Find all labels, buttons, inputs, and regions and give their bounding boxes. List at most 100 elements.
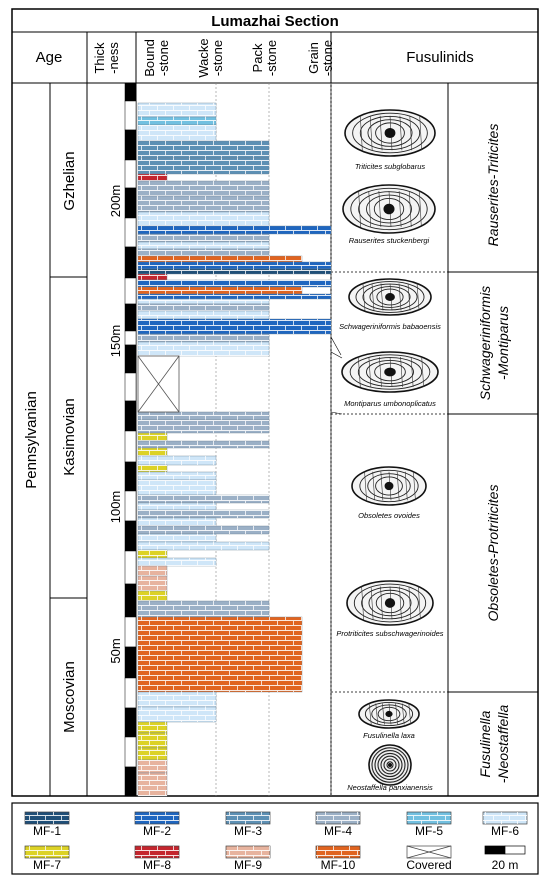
scale-block-22 — [124, 677, 137, 709]
scale-block-17 — [124, 520, 137, 552]
figure-title: Lumazhai Section — [211, 13, 339, 30]
header-boundstone-2: -stone — [156, 40, 171, 76]
fossil-triticites-subglobarus — [344, 109, 436, 157]
stage-label-gzhelian: Gzhelian — [61, 151, 78, 210]
legend-item-mf-1: MF-1 — [24, 811, 70, 838]
scale-block-10 — [124, 330, 137, 346]
legend-label: MF-2 — [143, 824, 171, 838]
bed-mf-4-11 — [137, 233, 270, 243]
scale-block-25 — [124, 766, 137, 797]
header-packstone-2: -stone — [264, 40, 279, 76]
species-label-protriticites-subschwagerinoides: Protriticites subschwagerinoides — [336, 629, 443, 638]
bed-mf-2-24 — [137, 318, 332, 335]
bed-mf-6-39 — [137, 517, 217, 527]
covered-interval — [137, 355, 180, 413]
legend-label: MF-6 — [491, 824, 519, 838]
fossil-connector-2 — [330, 351, 343, 359]
scale-block-15 — [124, 461, 137, 492]
legend-label: Covered — [406, 858, 451, 872]
scale-block-1 — [124, 82, 137, 102]
header-thickness-2: -ness — [106, 42, 121, 74]
species-label-obsoletes-ovoides: Obsoletes ovoides — [358, 511, 420, 520]
species-label-montiparus-umbonoplicatus: Montiparus umbonoplicatus — [344, 399, 436, 408]
fusulinid-illustrations — [341, 109, 439, 786]
zone-label-schwageriniformis: Schwageriniformis — [477, 286, 493, 400]
legend-item-mf-2: MF-2 — [134, 811, 180, 838]
species-label-fusulinella-laxa: Fusulinella laxa — [363, 731, 415, 740]
scale-block-5 — [124, 187, 137, 219]
bed-mf-2-15 — [137, 261, 332, 270]
zone-label-rauserites-triticites: Rauserites-Triticites — [485, 124, 501, 247]
scale-block-20 — [124, 616, 137, 648]
lithology-beds — [137, 102, 332, 797]
bed-mf-9-56 — [137, 772, 168, 797]
legend-frame — [11, 802, 539, 875]
scale-block-12 — [124, 372, 137, 402]
species-label-schwageriniformis-babaoensis: Schwageriniformis babaoensis — [339, 322, 441, 331]
scale-block-3 — [124, 129, 137, 161]
bed-mf-2-20 — [137, 293, 332, 300]
species-label-neostaffella-panxianensis: Neostaffella panxianensis — [347, 783, 433, 792]
bed-mf-7-54 — [137, 747, 168, 761]
scale-block-23 — [124, 707, 137, 738]
legend-label: MF-3 — [234, 824, 262, 838]
fossil-obsoletes-ovoides — [351, 466, 427, 506]
bed-mf-4-22 — [137, 303, 270, 312]
zone-label-montiparus: -Montiparus — [495, 306, 511, 380]
legend: MF-1 MF-2 MF-3 MF-4 MF-5 MF-6 MF-7 MF-8 MF-9 MF-1… — [24, 811, 528, 872]
legend-label: MF-4 — [324, 824, 352, 838]
bed-mf-8-6 — [137, 173, 168, 182]
scale-block-7 — [124, 246, 137, 279]
legend-item-mf-9: MF-9 — [225, 845, 271, 872]
depth-label-150m: 150m — [108, 325, 123, 358]
zone-label-fusulinella: Fusulinella — [477, 710, 493, 777]
legend-label: MF-1 — [33, 824, 61, 838]
scale-block-8 — [124, 277, 137, 305]
bed-mf-2-18 — [137, 279, 332, 288]
bed-mf-5-2 — [137, 116, 217, 126]
scale-block-18 — [124, 550, 137, 585]
bed-mf-8-17 — [137, 273, 168, 281]
header-boundstone-1: Bound — [142, 39, 157, 77]
bed-mf-4-48 — [137, 600, 270, 618]
bed-mf-4-30 — [137, 440, 270, 449]
header-grainstone-1: Grain — [306, 42, 321, 74]
header-wackestone-1: Wacke — [196, 38, 211, 77]
header-packstone-1: Pack — [250, 43, 265, 72]
bed-mf-6-41 — [137, 533, 217, 543]
scale-block-9 — [124, 303, 137, 332]
depth-label-100m: 100m — [108, 491, 123, 524]
species-label-rauserites-stuckenbergi: Rauserites stuckenbergi — [349, 236, 430, 245]
scale-block-21 — [124, 646, 137, 679]
header-thickness-1: Thick — [92, 42, 107, 74]
bed-mf-6-23 — [137, 310, 270, 320]
scale-block-4 — [124, 159, 137, 189]
legend-item-mf-4: MF-4 — [315, 811, 361, 838]
bed-mf-9-46 — [137, 575, 168, 592]
legend-item-covered: Covered — [406, 845, 452, 872]
legend-label: MF-5 — [415, 824, 443, 838]
bed-mf-6-51 — [137, 706, 217, 723]
bed-mf-6-1 — [137, 102, 217, 118]
zone-label-obsoletes-protriticites: Obsoletes-Protriticites — [485, 485, 501, 622]
zone-label-neostaffella: -Neostaffella — [495, 704, 511, 783]
bed-mf-6-35 — [137, 479, 217, 496]
bed-mf-6-9 — [137, 211, 270, 227]
bed-mf-4-36 — [137, 494, 270, 504]
fossil-schwageriniformis-babaoensis — [348, 278, 432, 316]
bed-mf-4-25 — [137, 333, 270, 343]
species-label-triticites-subglobarus: Triticites subglobarus — [355, 162, 426, 171]
bed-mf-7-52 — [137, 721, 168, 734]
depth-label-200m: 200m — [108, 185, 123, 218]
bed-mf-6-34 — [137, 471, 217, 481]
bed-mf-4-8 — [137, 195, 270, 213]
legend-label: MF-7 — [33, 858, 61, 872]
fossil-connector-1 — [330, 336, 342, 356]
bed-mf-6-12 — [137, 241, 270, 250]
bed-mf-2-10 — [137, 225, 332, 235]
bed-mf-6-42 — [137, 541, 270, 551]
bed-mf-1-16 — [137, 268, 332, 275]
bed-mf-6-37 — [137, 502, 217, 511]
scale-block-19 — [124, 583, 137, 618]
